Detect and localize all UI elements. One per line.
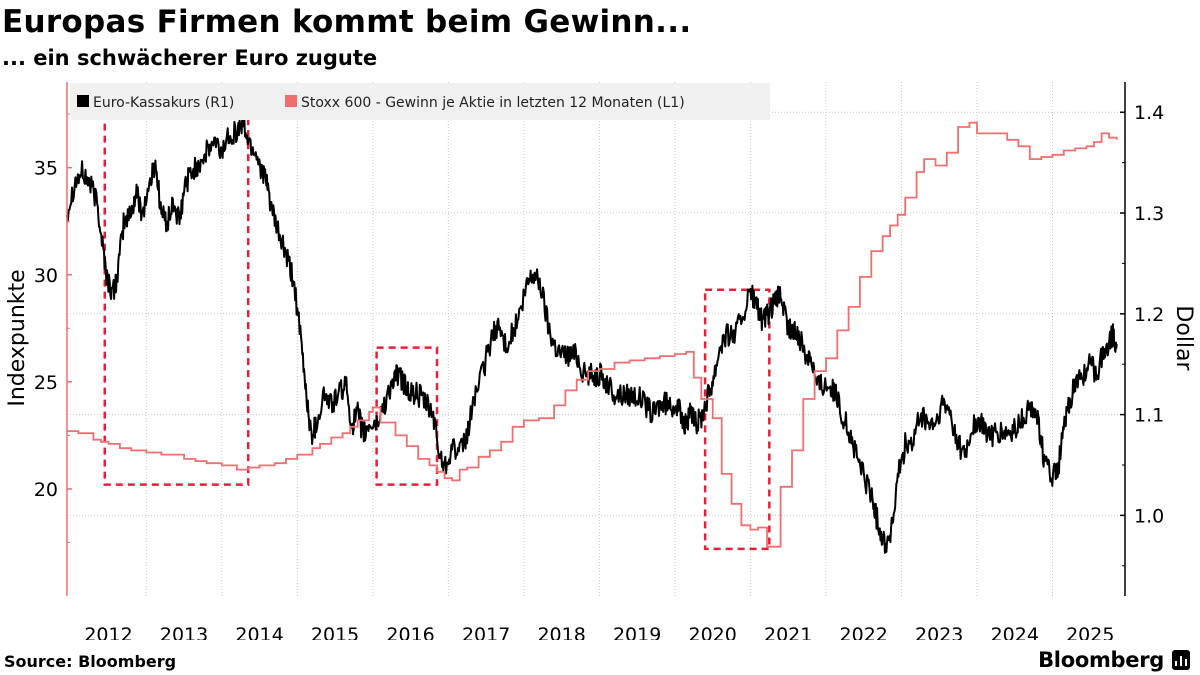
x-axis-tick-label: 2022 <box>840 624 888 640</box>
brand-logo: Bloomberg <box>1038 648 1164 672</box>
x-axis-tick-label: 2012 <box>84 624 132 640</box>
right-axis-tick-label: 1.2 <box>1134 304 1164 326</box>
x-axis-tick-label: 2024 <box>991 624 1039 640</box>
left-axis-tick-label: 25 <box>34 372 58 394</box>
highlight-2016 <box>375 346 439 486</box>
x-axis-tick-label: 2025 <box>1066 624 1114 640</box>
x-axis-tick-label: 2023 <box>915 624 963 640</box>
legend-label-euro: Euro-Kassakurs (R1) <box>93 95 234 111</box>
legend: Euro-Kassakurs (R1) Stoxx 600 - Gewinn j… <box>70 83 770 120</box>
x-axis-tick-label: 2019 <box>613 624 661 640</box>
left-axis-title: Indexpunkte <box>5 269 30 406</box>
x-axis-tick-label: 2017 <box>462 624 510 640</box>
left-axis-tick-label: 20 <box>34 479 58 501</box>
legend-label-eps: Stoxx 600 - Gewinn je Aktie in letzten 1… <box>301 95 685 111</box>
right-axis-tick-label: 1.0 <box>1134 505 1164 527</box>
series-line-eps <box>67 121 1118 548</box>
highlight-2020-2021 <box>703 288 771 551</box>
x-axis-tick-label: 2018 <box>537 624 585 640</box>
source-note: Source: Bloomberg <box>4 652 177 671</box>
legend-swatch-eps <box>285 95 297 107</box>
series-group <box>66 114 1118 554</box>
right-axis-tick-label: 1.3 <box>1134 203 1164 225</box>
series-line-euro <box>66 114 1118 554</box>
x-axis-tick-label: 2014 <box>235 624 283 640</box>
legend-background <box>70 83 770 120</box>
x-axis-tick-label: 2016 <box>386 624 434 640</box>
grid <box>67 82 1125 596</box>
bloomberg-terminal-icon <box>1172 650 1190 670</box>
legend-swatch-euro <box>77 95 89 107</box>
highlight-boxes <box>103 104 771 551</box>
x-axis-tick-label: 2013 <box>160 624 208 640</box>
x-axis-tick-label: 2015 <box>311 624 359 640</box>
right-axis-title: Dollar <box>1171 305 1196 371</box>
chart-title: Europas Firmen kommt beim Gewinn... <box>2 4 692 40</box>
chart-subtitle: ... ein schwächerer Euro zugute <box>2 46 378 70</box>
x-axis-tick-label: 2021 <box>764 624 812 640</box>
left-axis-tick-label: 35 <box>34 158 58 180</box>
right-axis-tick-label: 1.1 <box>1134 405 1164 427</box>
right-axis-tick-label: 1.4 <box>1134 102 1164 124</box>
left-axis-tick-label: 30 <box>34 265 58 287</box>
highlight-2012-2014 <box>103 104 250 486</box>
x-axis-tick-label: 2020 <box>688 624 736 640</box>
